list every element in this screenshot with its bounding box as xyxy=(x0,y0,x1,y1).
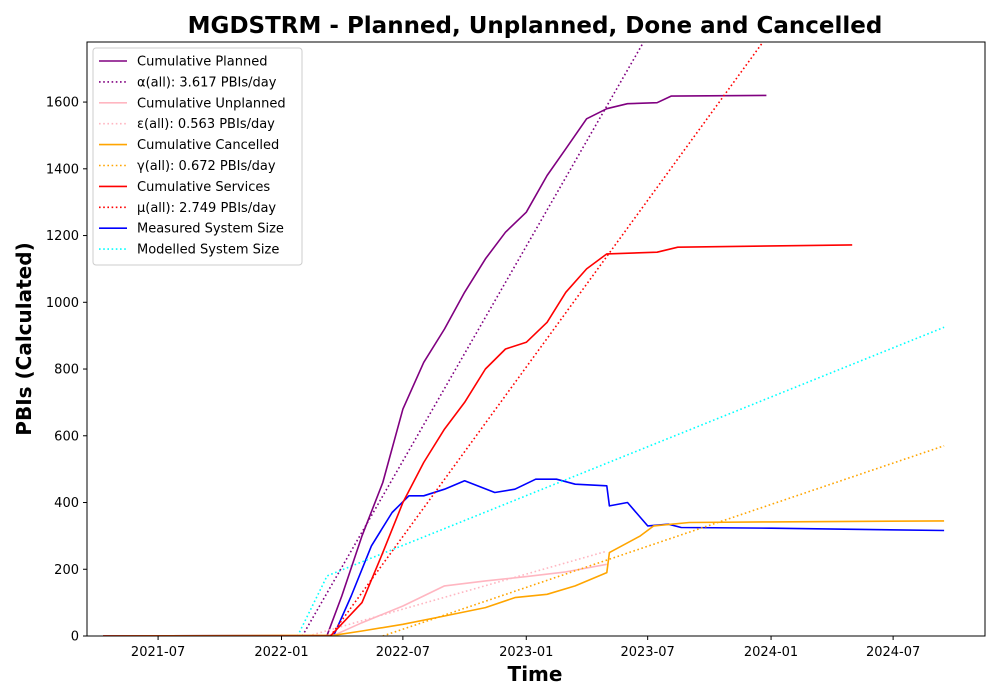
y-tick-label: 800 xyxy=(54,363,79,378)
legend-label: γ(all): 0.672 PBIs/day xyxy=(137,159,276,174)
x-tick-label: 2024-01 xyxy=(744,645,798,660)
legend-label: Cumulative Cancelled xyxy=(137,138,279,153)
series-line-all-3-617-pbis-day-1 xyxy=(301,42,645,636)
x-tick-label: 2022-01 xyxy=(254,645,308,660)
legend-label: μ(all): 2.749 PBIs/day xyxy=(137,201,276,216)
y-tick-label: 400 xyxy=(54,496,79,511)
x-tick-label: 2023-01 xyxy=(499,645,553,660)
legend-label: Measured System Size xyxy=(137,222,284,237)
plot-series xyxy=(103,42,945,636)
series-line-modelled-system-size-9 xyxy=(296,326,945,636)
legend-label: ε(all): 0.563 PBIs/day xyxy=(137,117,275,132)
legend: Cumulative Planned α(all): 3.617 PBIs/day… xyxy=(92,47,303,266)
x-axis-label: Time xyxy=(508,662,563,686)
series-line-cumulative-services-6 xyxy=(103,244,853,636)
y-axis-label: PBIs (Calculated) xyxy=(12,242,36,435)
series-line-cumulative-cancelled-4 xyxy=(103,520,945,636)
y-tick-label: 0 xyxy=(71,630,79,645)
legend-label: Modelled System Size xyxy=(137,243,279,258)
legend-label: Cumulative Planned xyxy=(137,55,267,70)
y-tick-label: 600 xyxy=(54,429,79,444)
legend-label: Cumulative Services xyxy=(137,180,270,195)
y-tick-label: 1200 xyxy=(46,229,79,244)
legend-box xyxy=(92,47,303,266)
chart-title: MGDSTRM - Planned, Unplanned, Done and C… xyxy=(188,13,883,39)
x-tick-label: 2023-07 xyxy=(620,645,674,660)
y-axis-ticks: 0 200 400 600 800 1000 1200 1400 1600 xyxy=(46,96,87,645)
y-tick-label: 1600 xyxy=(46,96,79,111)
series-line-all-2-749-pbis-day-7 xyxy=(329,42,764,636)
x-tick-label: 2022-07 xyxy=(376,645,430,660)
legend-label: α(all): 3.617 PBIs/day xyxy=(137,75,277,90)
series-line-cumulative-planned-0 xyxy=(103,94,767,636)
plot-frame xyxy=(86,41,986,637)
y-tick-label: 200 xyxy=(54,563,79,578)
y-tick-label: 1400 xyxy=(46,162,79,177)
y-tick-label: 1000 xyxy=(46,296,79,311)
x-tick-label: 2024-07 xyxy=(866,645,920,660)
series-line-cumulative-unplanned-2 xyxy=(103,563,607,636)
x-axis-ticks: 2021-07 2022-01 2022-07 2023-01 2023-07 2024-… xyxy=(131,636,920,660)
x-tick-label: 2021-07 xyxy=(131,645,185,660)
series-line-all-0-563-pbis-day-3 xyxy=(308,550,608,636)
legend-label: Cumulative Unplanned xyxy=(137,96,286,111)
